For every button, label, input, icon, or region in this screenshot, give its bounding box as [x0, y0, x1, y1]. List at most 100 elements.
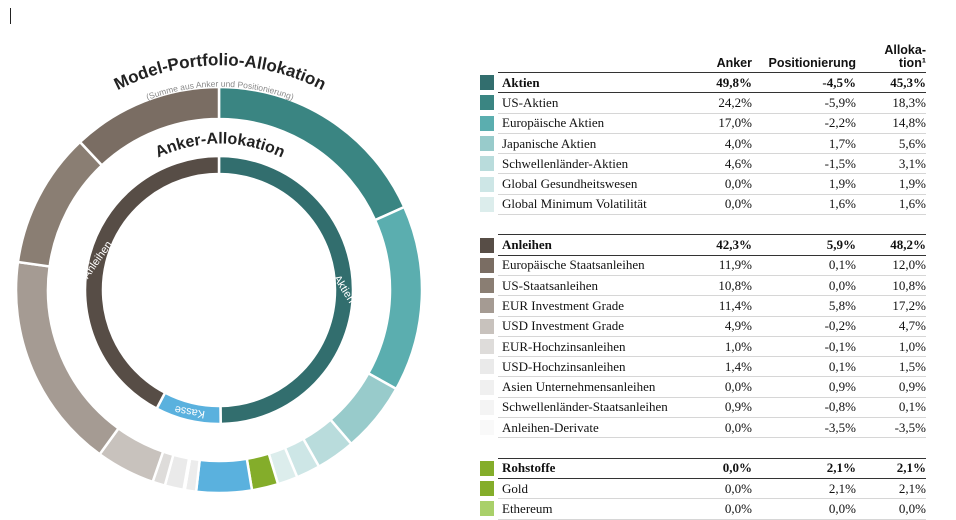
table-row: Asien Unternehmensanleihen 0,0% 0,9% 0,9%: [478, 376, 926, 398]
swatch-box: [480, 339, 494, 354]
row-label: Japanische Aktien: [498, 133, 682, 155]
cell-anker: 4,0%: [682, 133, 752, 155]
color-swatch: [478, 478, 498, 498]
row-label: Europäische Aktien: [498, 113, 682, 134]
cell-anker: 1,0%: [682, 336, 752, 358]
row-label: Rohstoffe: [498, 457, 682, 479]
cell-allokation: 10,8%: [856, 275, 926, 297]
inner-ring-segment-0: [217, 154, 355, 426]
row-label: US-Aktien: [498, 92, 682, 114]
color-swatch: [478, 499, 498, 519]
cell-positionierung: -3,5%: [752, 417, 856, 439]
outer-ring-segment-15: [78, 85, 221, 168]
cell-positionierung: 2,1%: [752, 457, 856, 479]
cell-positionierung: -4,5%: [752, 71, 856, 94]
color-swatch: [478, 133, 498, 153]
outer-ring-segment-7: [194, 457, 254, 495]
row-label: Global Gesundheitswesen: [498, 173, 682, 195]
swatch-box: [480, 257, 494, 273]
cell-allokation: 4,7%: [856, 316, 926, 337]
color-swatch: [478, 73, 498, 93]
cell-positionierung: 0,0%: [752, 498, 856, 520]
cell-anker: 17,0%: [682, 113, 752, 134]
table-row: USD Investment Grade 4,9% -0,2% 4,7%: [478, 316, 926, 337]
cell-allokation: 0,9%: [856, 376, 926, 398]
cell-allokation: 14,8%: [856, 113, 926, 134]
inner-ring-label-1: Kasse: [174, 403, 206, 420]
cell-positionierung: -0,8%: [752, 397, 856, 419]
cell-positionierung: 0,9%: [752, 376, 856, 398]
cell-positionierung: 1,9%: [752, 173, 856, 195]
inner-ring-segment-2: [83, 154, 221, 411]
cell-allokation: 2,1%: [856, 478, 926, 500]
swatch-box: [480, 399, 494, 415]
row-label: USD Investment Grade: [498, 316, 682, 337]
cell-anker: 0,0%: [682, 376, 752, 398]
table-row: Global Gesundheitswesen 0,0% 1,9% 1,9%: [478, 173, 926, 195]
swatch-box: [480, 460, 494, 476]
swatch-box: [480, 75, 494, 91]
cell-positionierung: -5,9%: [752, 92, 856, 114]
swatch-box: [480, 136, 494, 152]
swatch-box: [480, 237, 494, 253]
swatch-box: [480, 359, 494, 375]
table-row: Schwellenländer-Staatsanleihen 0,9% -0,8% 0…: [478, 397, 926, 419]
cell-allokation: 18,3%: [856, 92, 926, 114]
cell-anker: 0,0%: [682, 173, 752, 195]
table-row: EUR Investment Grade 11,4% 5,8% 17,2%: [478, 295, 926, 317]
cell-anker: 0,0%: [682, 417, 752, 439]
table-row: Ethereum 0,0% 0,0% 0,0%: [478, 498, 926, 520]
header-allokation: Alloka-tion¹: [884, 43, 926, 70]
cell-positionierung: 5,8%: [752, 295, 856, 317]
row-label: Aktien: [498, 71, 682, 94]
cell-positionierung: 0,0%: [752, 275, 856, 297]
row-label: Europäische Staatsanleihen: [498, 255, 682, 276]
cell-anker: 11,9%: [682, 255, 752, 276]
row-label: EUR Investment Grade: [498, 295, 682, 317]
color-swatch: [478, 418, 498, 438]
swatch-box: [480, 501, 494, 517]
cell-anker: 11,4%: [682, 295, 752, 317]
cell-positionierung: -0,2%: [752, 316, 856, 337]
color-swatch: [478, 174, 498, 194]
cell-positionierung: -2,2%: [752, 113, 856, 134]
swatch-box: [480, 156, 494, 172]
table-row: Europäische Aktien 17,0% -2,2% 14,8%: [478, 113, 926, 134]
row-label: EUR-Hochzinsanleihen: [498, 336, 682, 358]
swatch-box: [480, 95, 494, 111]
color-swatch: [478, 397, 498, 417]
cell-anker: 0,0%: [682, 478, 752, 500]
row-label: Anleihen: [498, 234, 682, 256]
swatch-box: [480, 176, 494, 192]
cell-anker: 0,9%: [682, 397, 752, 419]
cell-allokation: 48,2%: [856, 234, 926, 256]
row-label: Schwellenländer-Aktien: [498, 153, 682, 175]
group-spacer: [478, 438, 926, 458]
table-row: Anleihen-Derivate 0,0% -3,5% -3,5%: [478, 417, 926, 439]
color-swatch: [478, 113, 498, 133]
row-label: Gold: [498, 478, 682, 500]
cell-positionierung: 0,1%: [752, 356, 856, 378]
table-row: US-Aktien 24,2% -5,9% 18,3%: [478, 92, 926, 114]
color-swatch: [478, 93, 498, 113]
row-label: Ethereum: [498, 498, 682, 520]
color-swatch: [478, 357, 498, 377]
cell-allokation: -3,5%: [856, 417, 926, 439]
color-swatch: [478, 255, 498, 275]
cell-positionierung: 1,6%: [752, 194, 856, 216]
cell-anker: 4,6%: [682, 153, 752, 175]
group-row: Rohstoffe 0,0% 2,1% 2,1%: [478, 457, 926, 479]
table-row: US-Staatsanleihen 10,8% 0,0% 10,8%: [478, 275, 926, 297]
cell-positionierung: 0,1%: [752, 255, 856, 276]
table-row: Japanische Aktien 4,0% 1,7% 5,6%: [478, 133, 926, 155]
group-row: Aktien 49,8% -4,5% 45,3%: [478, 71, 926, 94]
cell-allokation: 0,0%: [856, 498, 926, 520]
color-swatch: [478, 336, 498, 356]
cell-allokation: 5,6%: [856, 133, 926, 155]
table-row: Schwellenländer-Aktien 4,6% -1,5% 3,1%: [478, 153, 926, 175]
swatch-box: [480, 481, 494, 497]
table-row: USD-Hochzinsanleihen 1,4% 0,1% 1,5%: [478, 356, 926, 378]
cell-allokation: 45,3%: [856, 71, 926, 94]
